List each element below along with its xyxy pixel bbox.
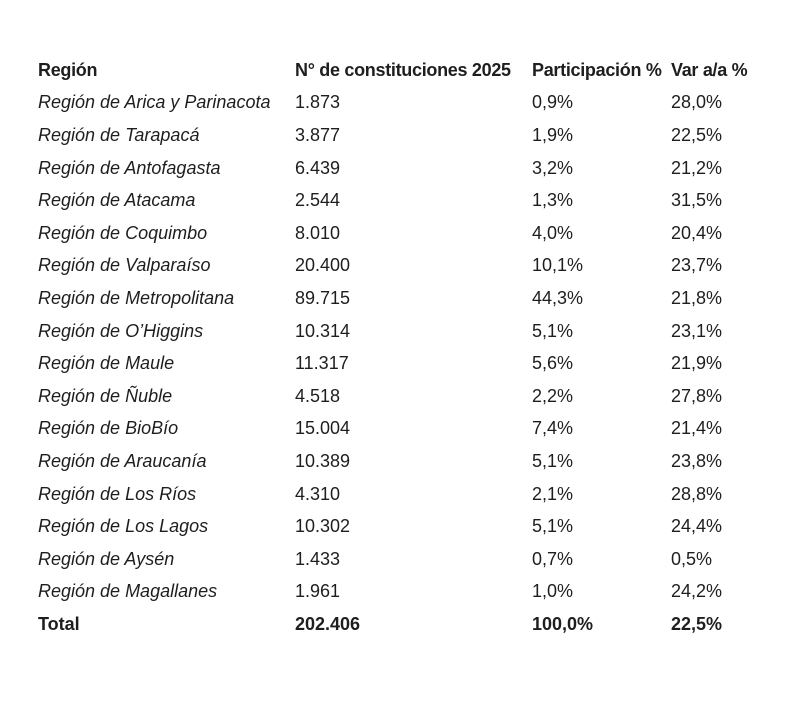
constitutions-cell: 11.317 — [295, 353, 349, 374]
table-row: Región de Tarapacá 3.877 1,9% 22,5% — [38, 119, 761, 152]
constitutions-cell: 89.715 — [295, 287, 351, 308]
constitutions-cell: 10.389 — [295, 450, 351, 471]
region-cell: Región de Metropolitana — [38, 287, 235, 308]
table-row: Región de Valparaíso 20.400 10,1% 23,7% — [38, 250, 761, 283]
yoy-cell: 21,4% — [671, 418, 723, 439]
yoy-cell: 23,1% — [671, 320, 723, 341]
yoy-cell: 28,0% — [671, 92, 723, 113]
share-cell: 7,4% — [532, 418, 574, 439]
region-cell: Región de Los Ríos — [38, 483, 197, 504]
constitutions-cell: 4.310 — [295, 483, 341, 504]
region-cell: Región de Los Lagos — [38, 516, 209, 537]
yoy-cell: 28,8% — [671, 483, 723, 504]
constitutions-cell: 20.400 — [295, 255, 351, 276]
table-row: Región de Aysén 1.433 0,7% 0,5% — [38, 543, 761, 576]
share-cell: 5,1% — [532, 516, 574, 537]
header-yoy: Var a/a % — [671, 59, 748, 80]
yoy-cell: 24,2% — [671, 581, 723, 602]
constitutions-cell: 1.873 — [295, 92, 341, 113]
header-region: Región — [38, 59, 98, 80]
region-cell: Región de O’Higgins — [38, 320, 204, 341]
yoy-cell: 22,5% — [671, 124, 723, 145]
yoy-cell: 27,8% — [671, 385, 723, 406]
share-cell: 3,2% — [532, 157, 574, 178]
region-cell: Región de Maule — [38, 353, 175, 374]
share-cell: 5,1% — [532, 320, 574, 341]
yoy-cell: 20,4% — [671, 222, 723, 243]
yoy-cell: 24,4% — [671, 516, 723, 537]
table-row: Región de Magallanes 1.961 1,0% 24,2% — [38, 576, 761, 609]
constitutions-cell: 1.433 — [295, 548, 341, 569]
share-cell: 4,0% — [532, 222, 574, 243]
table-header-row: Región N° de constituciones 2025 Partici… — [38, 54, 761, 87]
constitutions-cell: 8.010 — [295, 222, 341, 243]
region-cell: Región de Antofagasta — [38, 157, 221, 178]
share-cell: 0,9% — [532, 92, 574, 113]
region-cell: Región de Aysén — [38, 548, 175, 569]
region-cell: Región de Magallanes — [38, 581, 218, 602]
region-cell: Región de Araucanía — [38, 450, 207, 471]
yoy-cell: 23,8% — [671, 450, 723, 471]
table-row: Región de Maule 11.317 5,6% 21,9% — [38, 347, 761, 380]
constitutions-cell: 6.439 — [295, 157, 341, 178]
yoy-cell: 21,8% — [671, 287, 723, 308]
region-cell: Región de Coquimbo — [38, 222, 208, 243]
yoy-cell: 21,2% — [671, 157, 723, 178]
constitutions-cell: 2.544 — [295, 190, 341, 211]
header-constitutions: N° de constituciones 2025 — [295, 59, 511, 80]
region-cell: Región de Tarapacá — [38, 124, 200, 145]
share-cell: 2,1% — [532, 483, 574, 504]
table-row: Región de Coquimbo 8.010 4,0% 20,4% — [38, 217, 761, 250]
share-cell: 2,2% — [532, 385, 574, 406]
yoy-cell: 21,9% — [671, 353, 723, 374]
region-cell: Total — [38, 613, 80, 634]
table-row: Región de BioBío 15.004 7,4% 21,4% — [38, 413, 761, 446]
share-cell: 5,1% — [532, 450, 574, 471]
constitutions-cell: 202.406 — [295, 613, 361, 634]
share-cell: 1,9% — [532, 124, 574, 145]
yoy-cell: 31,5% — [671, 190, 723, 211]
share-cell: 1,3% — [532, 190, 574, 211]
share-cell: 10,1% — [532, 255, 584, 276]
total-row: Total 202.406 100,0% 22,5% — [38, 608, 761, 641]
table-row: Región de Metropolitana 89.715 44,3% 21,8% — [38, 282, 761, 315]
table-row: Región de Atacama 2.544 1,3% 31,5% — [38, 184, 761, 217]
region-cell: Región de Ñuble — [38, 385, 173, 406]
table-row: Región de Los Ríos 4.310 2,1% 28,8% — [38, 478, 761, 511]
share-cell: 5,6% — [532, 353, 574, 374]
header-share: Participación % — [532, 59, 662, 80]
region-cell: Región de Atacama — [38, 190, 196, 211]
constitutions-cell: 1.961 — [295, 581, 341, 602]
constitutions-cell: 15.004 — [295, 418, 351, 439]
yoy-cell: 22,5% — [671, 613, 723, 634]
table-row: Región de Arica y Parinacota 1.873 0,9% 28,… — [38, 87, 761, 120]
constitutions-cell: 3.877 — [295, 124, 341, 145]
share-cell: 0,7% — [532, 548, 574, 569]
table-row: Región de Los Lagos 10.302 5,1% 24,4% — [38, 510, 761, 543]
region-cell: Región de Arica y Parinacota — [38, 92, 271, 113]
table-row: Región de Ñuble 4.518 2,2% 27,8% — [38, 380, 761, 413]
share-cell: 1,0% — [532, 581, 574, 602]
share-cell: 100,0% — [532, 613, 594, 634]
constitutions-cell: 10.302 — [295, 516, 351, 537]
region-cell: Región de Valparaíso — [38, 255, 211, 276]
region-cell: Región de BioBío — [38, 418, 179, 439]
yoy-cell: 0,5% — [671, 548, 713, 569]
table-row: Región de Antofagasta 6.439 3,2% 21,2% — [38, 152, 761, 185]
table-row: Región de Araucanía 10.389 5,1% 23,8% — [38, 445, 761, 478]
yoy-cell: 23,7% — [671, 255, 723, 276]
constitutions-by-region-table: Región N° de constituciones 2025 Partici… — [38, 54, 761, 641]
constitutions-cell: 4.518 — [295, 385, 341, 406]
share-cell: 44,3% — [532, 287, 584, 308]
table-row: Región de O’Higgins 10.314 5,1% 23,1% — [38, 315, 761, 348]
constitutions-cell: 10.314 — [295, 320, 351, 341]
